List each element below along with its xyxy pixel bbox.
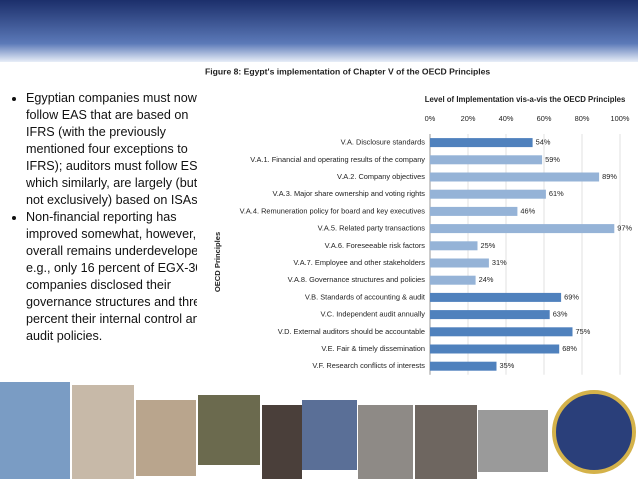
- category-label: V.B. Standards of accounting & audit: [305, 292, 425, 301]
- value-label: 61%: [549, 189, 564, 198]
- y-axis-label: OECD Principles: [213, 232, 222, 292]
- category-label: V.A.1. Financial and operating results o…: [250, 155, 425, 164]
- chart-title: Figure 8: Egypt's implementation of Chap…: [205, 66, 490, 76]
- value-label: 25%: [481, 241, 496, 250]
- value-label: 59%: [545, 155, 560, 164]
- x-tick-label: 80%: [575, 114, 590, 123]
- bar: [430, 189, 546, 199]
- x-tick-label: 40%: [499, 114, 514, 123]
- category-label: V.A.4. Remuneration policy for board and…: [240, 206, 426, 215]
- bar: [430, 292, 562, 302]
- bar: [430, 172, 600, 182]
- bar: [430, 327, 573, 337]
- category-label: V.E. Fair & timely dissemination: [321, 344, 425, 353]
- photo: [262, 405, 302, 479]
- x-tick-label: 20%: [461, 114, 476, 123]
- bar: [430, 206, 518, 216]
- bar: [430, 224, 615, 234]
- bullet: Non-financial reporting has improved som…: [26, 209, 218, 345]
- photo: [302, 400, 357, 470]
- bar: [430, 344, 560, 354]
- photo: [478, 410, 548, 472]
- value-label: 31%: [492, 258, 507, 267]
- category-label: V.A.2. Company objectives: [337, 172, 425, 181]
- header-band: [0, 0, 638, 62]
- photo-strip: [0, 382, 636, 479]
- chart-subtitle: Level of Implementation vis-a-vis the OE…: [425, 95, 626, 104]
- bar: [430, 138, 533, 148]
- photo: [198, 395, 260, 465]
- bar: [430, 310, 550, 320]
- category-label: V.F. Research conflicts of interests: [312, 361, 425, 370]
- category-label: V.A.7. Employee and other stakeholders: [293, 258, 425, 267]
- category-label: V.A.6. Foreseeable risk factors: [325, 241, 426, 250]
- photo: [358, 405, 413, 479]
- value-label: 89%: [602, 172, 617, 181]
- photo: [72, 385, 134, 479]
- bar: [430, 275, 476, 285]
- x-tick-label: 0%: [425, 114, 436, 123]
- x-tick-label: 60%: [537, 114, 552, 123]
- photo: [0, 382, 70, 479]
- value-label: 63%: [553, 310, 568, 319]
- seal: [552, 390, 636, 474]
- category-label: V.A.3. Major share ownership and voting …: [272, 189, 425, 198]
- bar: [430, 258, 489, 268]
- bullet-list: Egyptian companies must now follow EAS t…: [6, 90, 218, 345]
- photo: [415, 405, 477, 479]
- value-label: 35%: [500, 361, 515, 370]
- category-label: V.C. Independent audit annually: [320, 310, 425, 319]
- value-label: 75%: [576, 327, 591, 336]
- category-label: V.A.5. Related party transactions: [318, 224, 426, 233]
- bar: [430, 155, 543, 165]
- chart-frame: [197, 62, 638, 380]
- value-label: 46%: [520, 206, 535, 215]
- bar: [430, 241, 478, 251]
- category-label: V.A.8. Governance structures and policie…: [288, 275, 426, 284]
- bullet: Egyptian companies must now follow EAS t…: [26, 90, 218, 209]
- category-label: V.A. Disclosure standards: [341, 138, 426, 147]
- bar: [430, 361, 497, 371]
- value-label: 54%: [536, 138, 551, 147]
- x-tick-label: 100%: [611, 114, 630, 123]
- value-label: 24%: [479, 275, 494, 284]
- value-label: 69%: [564, 292, 579, 301]
- value-label: 97%: [617, 224, 632, 233]
- value-label: 68%: [562, 344, 577, 353]
- category-label: V.D. External auditors should be account…: [278, 327, 425, 336]
- photo: [136, 400, 196, 476]
